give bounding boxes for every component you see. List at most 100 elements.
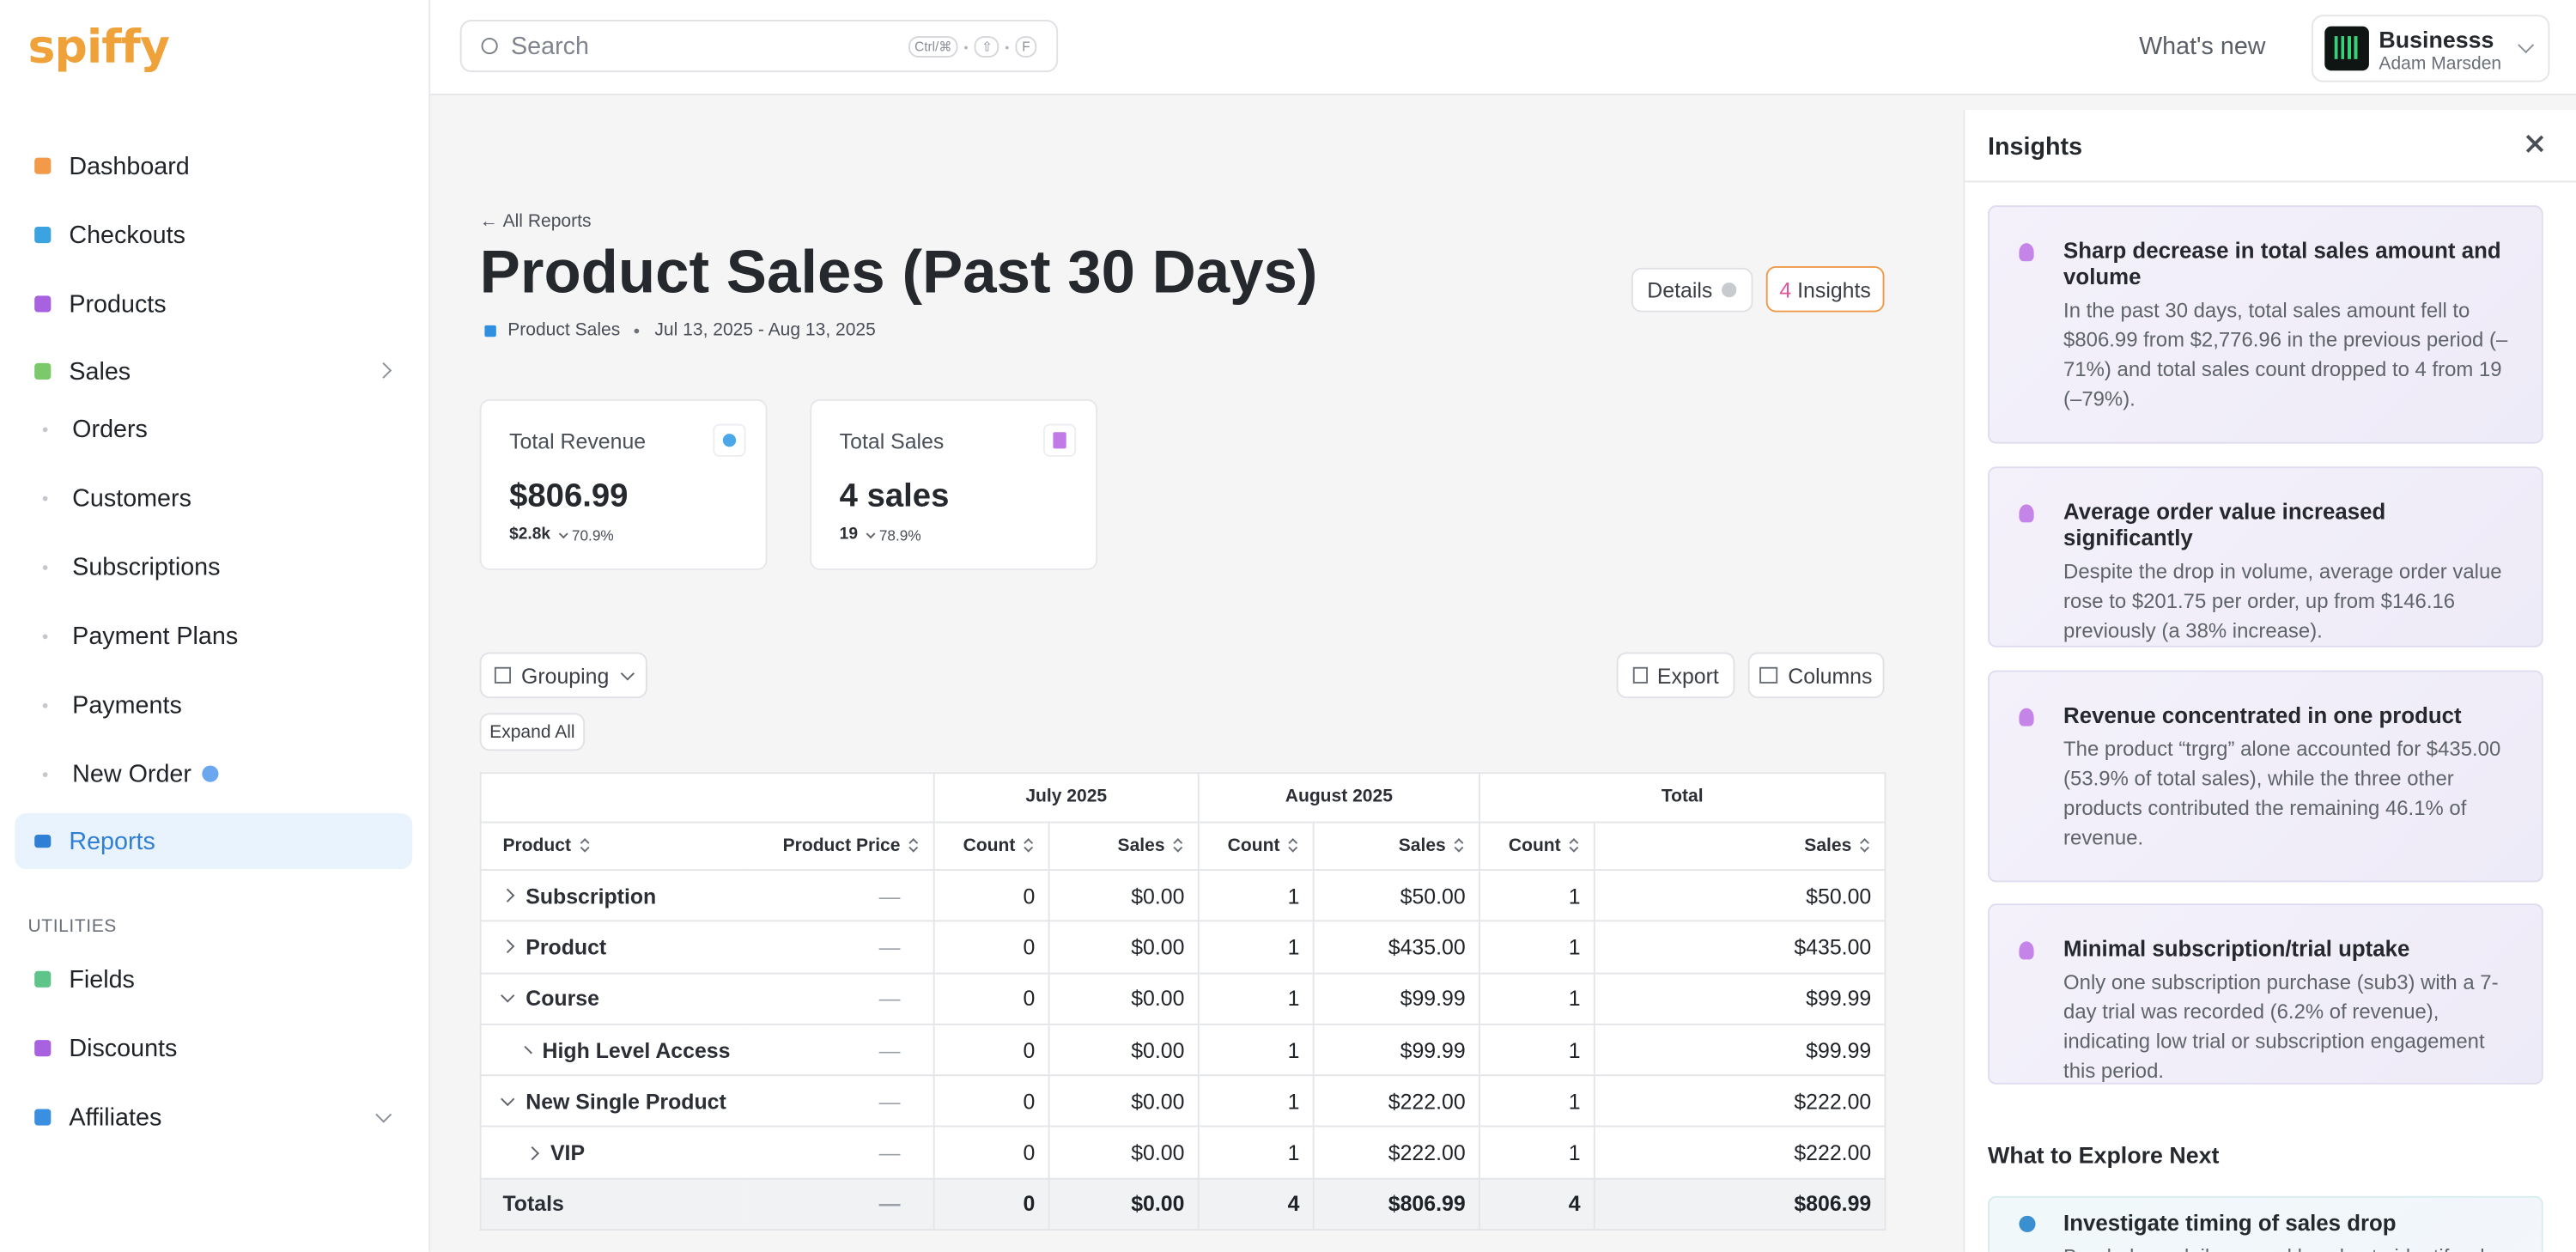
count-cell: 1 — [1197, 1126, 1315, 1180]
column-header: Sales — [1048, 820, 1200, 872]
button-label: Expand All — [489, 721, 575, 742]
columns-icon — [1759, 666, 1778, 684]
sort-down — [1860, 843, 1870, 854]
account-switcher[interactable]: Businesss Adam Marsden — [2311, 15, 2550, 82]
sort-down — [1288, 843, 1298, 854]
insight-text: Only one subscription purchase (sub3) wi… — [2063, 970, 2499, 1083]
nav-item[interactable]: Checkouts — [15, 207, 412, 263]
nav-label: Fields — [69, 965, 135, 994]
explore-text: Break down daily or weekly sales to iden… — [2063, 1242, 2518, 1252]
metric-previous: $2.8k 70.9% — [509, 526, 614, 544]
nav-item[interactable]: Fields — [15, 951, 412, 1007]
product-cell: Subscription — [479, 869, 744, 922]
product-name: Course — [501, 986, 730, 1012]
nav-item[interactable]: Sales — [15, 343, 412, 399]
nav-icon — [34, 1109, 52, 1126]
bullet — [42, 702, 48, 708]
insight-card[interactable]: Revenue concentrated in one product The p… — [1988, 670, 2543, 883]
insights-panel: Insights Sharp decrease in total sales a… — [1963, 110, 2576, 1252]
column-label: Product — [502, 836, 571, 856]
insights-button[interactable]: 4 Insights — [1765, 265, 1885, 313]
column-header: Sales — [1312, 820, 1480, 872]
expand-toggle[interactable] — [525, 1146, 540, 1160]
nav-item-active[interactable]: Reports — [15, 813, 413, 870]
search-box[interactable]: Search Ctrl/⌘ ⇧ F — [459, 19, 1059, 73]
nav-item[interactable]: Discounts — [15, 1020, 412, 1076]
sales-cell: $0.00 — [1048, 1074, 1200, 1128]
sort-icon[interactable] — [579, 838, 591, 854]
back-link[interactable]: ← All Reports — [479, 211, 592, 232]
nav-subitem[interactable]: Payments — [15, 677, 412, 732]
count-cell: 1 — [1197, 1023, 1315, 1077]
expand-all-button[interactable]: Expand All — [479, 713, 586, 751]
count-cell: 1 — [1478, 971, 1595, 1025]
product-cell: New Single Product — [479, 1074, 744, 1128]
sort-down — [1024, 843, 1034, 854]
key: Ctrl/⌘ — [908, 36, 959, 58]
column-header: Product Price — [743, 820, 935, 872]
sort-icon[interactable] — [1173, 838, 1184, 854]
column-header: Sales — [1593, 820, 1886, 872]
product-label: Course — [526, 986, 599, 1012]
brand-logo[interactable]: spiffy — [27, 19, 170, 75]
collapse-toggle[interactable] — [501, 1091, 515, 1106]
column-header-row: Product Product Price Count Sales Count Sales… — [479, 820, 1886, 872]
nav-subitem[interactable]: Subscriptions — [15, 539, 412, 595]
price-cell: — — [743, 869, 935, 922]
nav-subitem[interactable]: Customers — [15, 470, 412, 526]
columns-button[interactable]: Columns — [1747, 652, 1885, 699]
button-label: Export — [1656, 663, 1719, 688]
sort-icon[interactable] — [1860, 838, 1871, 854]
sort-icon[interactable] — [1569, 838, 1580, 854]
nav-item[interactable]: Dashboard — [15, 138, 412, 194]
nav-subitem[interactable]: New Order — [15, 746, 412, 802]
insight-title: Revenue concentrated in one product — [2063, 702, 2462, 728]
collapse-toggle[interactable] — [501, 988, 515, 1004]
nav-subitem[interactable]: Orders — [15, 401, 412, 457]
account-user: Adam Marsden — [2379, 54, 2502, 75]
expand-toggle[interactable] — [501, 939, 515, 954]
sales-cell: $0.00 — [1048, 1023, 1200, 1077]
product-name: Product — [501, 935, 730, 959]
nav-subitem[interactable]: Payment Plans — [15, 608, 412, 664]
nav-label: Orders — [72, 415, 148, 443]
sort-icon[interactable] — [1454, 838, 1465, 854]
bulb-icon — [2019, 941, 2034, 960]
nav-item[interactable]: Products — [15, 276, 412, 331]
nav-item[interactable]: Affiliates — [15, 1089, 412, 1145]
metric-previous: 19 78.9% — [840, 526, 921, 544]
section-title: What to Explore Next — [1988, 1141, 2220, 1169]
whats-new-link[interactable]: What's new — [2139, 33, 2266, 61]
product-cell: Product — [479, 920, 744, 974]
nav-label: Affiliates — [69, 1103, 162, 1132]
insight-card[interactable]: Average order value increased significan… — [1988, 466, 2543, 647]
price-cell: — — [743, 1074, 935, 1128]
search-icon — [481, 38, 498, 55]
add-badge[interactable] — [201, 765, 218, 782]
sales-cell: $99.99 — [1312, 1023, 1480, 1077]
details-button[interactable]: Details — [1631, 267, 1753, 313]
sort-icon[interactable] — [1024, 838, 1035, 854]
count-cell: 0 — [933, 1074, 1050, 1128]
product-cell: Totals — [479, 1177, 744, 1231]
insight-text: Despite the drop in volume, average orde… — [2063, 560, 2502, 643]
expand-toggle[interactable] — [524, 1045, 533, 1054]
insight-title: Minimal subscription/trial uptake — [2063, 936, 2410, 962]
grouping-button[interactable]: Grouping — [479, 652, 647, 699]
count-cell: 1 — [1478, 1023, 1595, 1077]
export-button[interactable]: Export — [1616, 652, 1735, 699]
expand-toggle[interactable] — [501, 888, 515, 903]
sort-icon[interactable] — [1288, 838, 1299, 854]
sales-cell: $0.00 — [1048, 1177, 1200, 1231]
product-name: New Single Product — [501, 1089, 730, 1114]
previous-value: $2.8k — [509, 526, 551, 544]
sales-cell: $222.00 — [1593, 1126, 1886, 1180]
close-button[interactable] — [2524, 133, 2547, 156]
insight-card[interactable]: Sharp decrease in total sales amount and… — [1988, 205, 2543, 444]
table-body: Subscription —0 $0.00 1 $50.00 1 $50.00 Product… — [479, 869, 1886, 1231]
insight-card[interactable]: Minimal subscription/trial uptake Only on… — [1988, 903, 2543, 1085]
explore-card[interactable]: Investigate timing of sales drop Break d… — [1988, 1195, 2543, 1252]
sort-icon[interactable] — [908, 838, 920, 854]
bullet — [42, 633, 48, 639]
